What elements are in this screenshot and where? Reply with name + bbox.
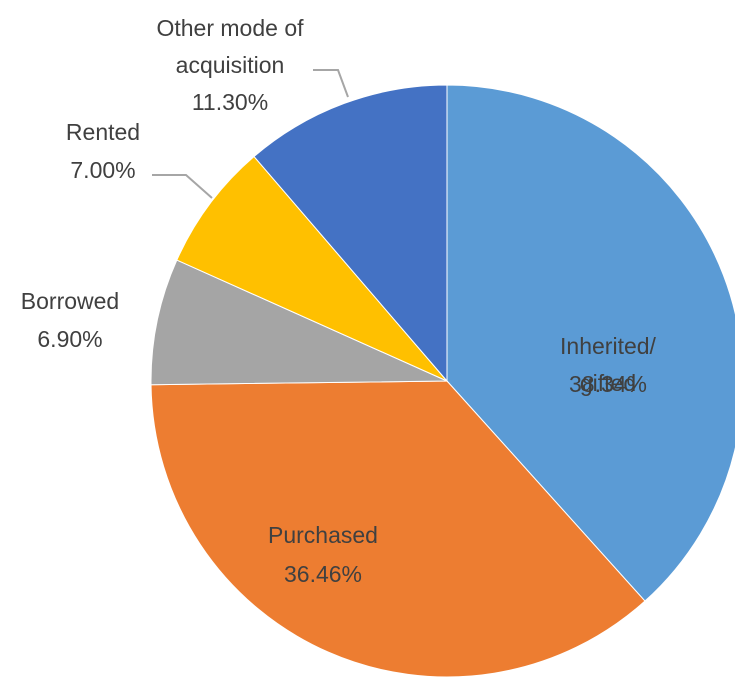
- pie-slice: [176, 155, 448, 382]
- slice-label: Other mode of acquisition: [156, 15, 304, 78]
- slice-label: Inherited/ gifted: [560, 333, 656, 396]
- leader-line: [313, 69, 349, 98]
- pie-slice: [446, 84, 735, 602]
- slice-value-label: 6.90%: [37, 326, 103, 352]
- slice-value-label: 36.46%: [283, 561, 363, 587]
- slice-label: Purchased: [268, 522, 378, 548]
- pie-slice: [253, 84, 448, 383]
- slice-value-label: 7.00%: [70, 157, 136, 183]
- slice-value-label: 38.34%: [568, 371, 648, 397]
- leader-line: [152, 174, 213, 199]
- pie-slice: [150, 259, 448, 386]
- slice-label: Borrowed: [20, 288, 120, 314]
- pie-slice: [150, 380, 646, 678]
- slice-value-label: 11.30%: [191, 89, 269, 115]
- slice-label: Rented: [65, 119, 141, 145]
